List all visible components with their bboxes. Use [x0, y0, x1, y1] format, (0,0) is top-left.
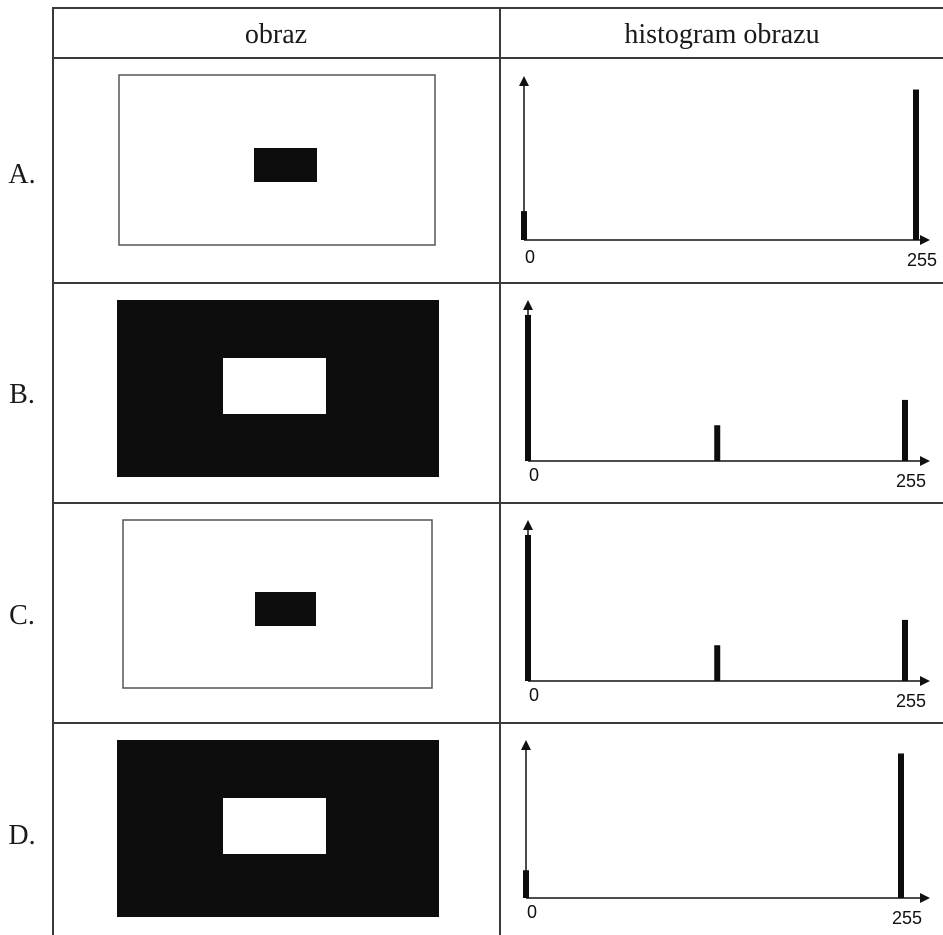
histogram-bar-b-2: [902, 399, 908, 461]
image-center-rect-b: [223, 358, 326, 414]
histogram-bar-c-1: [714, 645, 721, 681]
header-histogram: histogram obrazu: [624, 19, 819, 50]
tick-label-max-c: 255: [896, 691, 926, 711]
histogram-bar-b-1: [714, 425, 721, 461]
image-center-rect-c: [255, 592, 316, 626]
tick-label-min-a: 0: [525, 247, 535, 267]
y-axis-arrow-icon-b: [523, 300, 533, 310]
answer-row: B. 0 255: [9, 300, 930, 491]
header-image: obraz: [245, 19, 307, 50]
image-center-rect-d: [223, 798, 326, 854]
tick-label-max-b: 255: [896, 471, 926, 491]
histogram-bar-d-1: [898, 753, 904, 898]
histogram-bar-c-2: [902, 619, 908, 681]
x-axis-arrow-icon-b: [920, 456, 930, 466]
tick-label-max-a: 255: [907, 250, 937, 270]
image-center-rect-a: [254, 148, 317, 182]
x-axis-arrow-icon-d: [920, 893, 930, 903]
tick-label-min-c: 0: [529, 685, 539, 705]
answer-row: A. 0 255: [8, 74, 937, 270]
x-axis-arrow-icon-a: [920, 235, 930, 245]
row-label-b: B.: [9, 379, 35, 410]
answer-row: D. 0 255: [8, 740, 930, 928]
histogram-bar-c-0: [525, 534, 531, 681]
histogram-bar-a-0: [521, 211, 527, 240]
row-label-d: D.: [8, 820, 35, 851]
y-axis-arrow-icon-c: [523, 520, 533, 530]
answer-row: C. 0 255: [9, 519, 930, 711]
histogram-bar-d-0: [523, 870, 529, 898]
tick-label-min-d: 0: [527, 902, 537, 922]
y-axis-arrow-icon-a: [519, 76, 529, 86]
histogram-bar-a-1: [913, 89, 919, 241]
row-label-c: C.: [9, 600, 35, 631]
y-axis-arrow-icon-d: [521, 740, 531, 750]
histogram-bar-b-0: [525, 314, 531, 461]
tick-label-min-b: 0: [529, 465, 539, 485]
rows-layer: A. 0 255 B. 0 255 C. 0 255 D. 0 255: [8, 74, 937, 928]
tick-label-max-d: 255: [892, 908, 922, 928]
row-label-a: A.: [8, 159, 35, 190]
x-axis-arrow-icon-c: [920, 676, 930, 686]
